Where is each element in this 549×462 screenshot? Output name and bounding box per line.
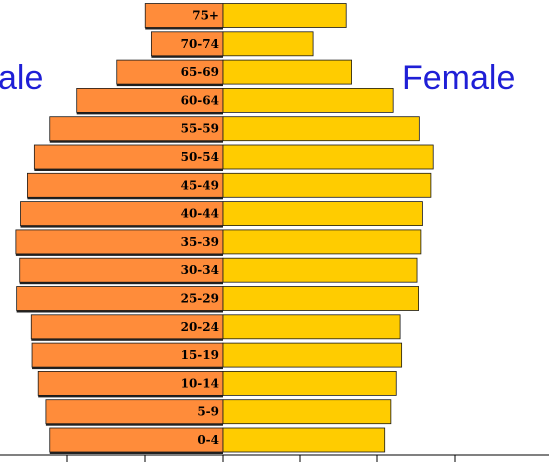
age-label-35-39: 35-39 — [181, 235, 219, 249]
male-bar-40-44 — [20, 201, 224, 227]
female-bar-60-64 — [222, 88, 394, 113]
age-label-0-4: 0-4 — [197, 433, 219, 447]
female-bar-35-39 — [222, 229, 422, 255]
age-label-25-29: 25-29 — [181, 292, 219, 306]
female-bar-45-49 — [222, 172, 432, 198]
male-bar-65-69 — [116, 59, 224, 85]
age-label-45-49: 45-49 — [181, 178, 219, 192]
female-label: Female — [402, 59, 515, 97]
age-label-20-24: 20-24 — [181, 320, 219, 334]
age-label-70-74: 70-74 — [181, 37, 219, 51]
female-bar-40-44 — [222, 201, 423, 227]
age-labels-group: 0-4 5-9 10-14 15-19 20-24 25-29 30-34 35-39 40-4… — [181, 9, 219, 448]
age-label-15-19: 15-19 — [181, 348, 219, 362]
age-label-10-14: 10-14 — [181, 376, 219, 390]
male-bar-25-29 — [16, 286, 224, 311]
female-bar-55-59 — [222, 116, 420, 142]
female-bar-25-29 — [222, 286, 419, 311]
age-label-50-54: 50-54 — [181, 150, 219, 164]
female-bar-30-34 — [222, 257, 418, 283]
female-bar-70-74 — [222, 31, 314, 57]
female-bar-10-14 — [222, 370, 397, 396]
female-bar-50-54 — [222, 144, 434, 170]
male-bar-70-74 — [150, 31, 224, 57]
male-bar-0-4 — [49, 427, 224, 453]
male-bar-35-39 — [15, 229, 224, 255]
male-bar-10-14 — [37, 370, 224, 396]
age-label-40-44: 40-44 — [181, 207, 219, 221]
age-label-5-9: 5-9 — [197, 405, 219, 419]
age-label-30-34: 30-34 — [181, 263, 219, 277]
age-label-60-64: 60-64 — [181, 93, 219, 107]
x-axis — [0, 454, 549, 462]
male-bar-75+ — [144, 3, 224, 28]
female-bar-65-69 — [222, 59, 352, 85]
female-bar-5-9 — [222, 399, 392, 425]
male-bar-20-24 — [30, 314, 224, 340]
male-bar-60-64 — [76, 88, 224, 113]
male-label: ale — [0, 59, 43, 97]
female-bar-75+ — [222, 3, 347, 28]
female-bar-0-4 — [222, 427, 386, 453]
female-bar-15-19 — [222, 342, 403, 368]
male-bar-50-54 — [33, 144, 224, 170]
age-label-65-69: 65-69 — [181, 65, 219, 79]
male-bar-15-19 — [31, 342, 224, 368]
female-bar-20-24 — [222, 314, 401, 340]
age-label-55-59: 55-59 — [181, 122, 219, 136]
bars-group — [15, 3, 434, 454]
male-bar-55-59 — [49, 116, 224, 142]
age-label-75+: 75+ — [192, 9, 219, 23]
